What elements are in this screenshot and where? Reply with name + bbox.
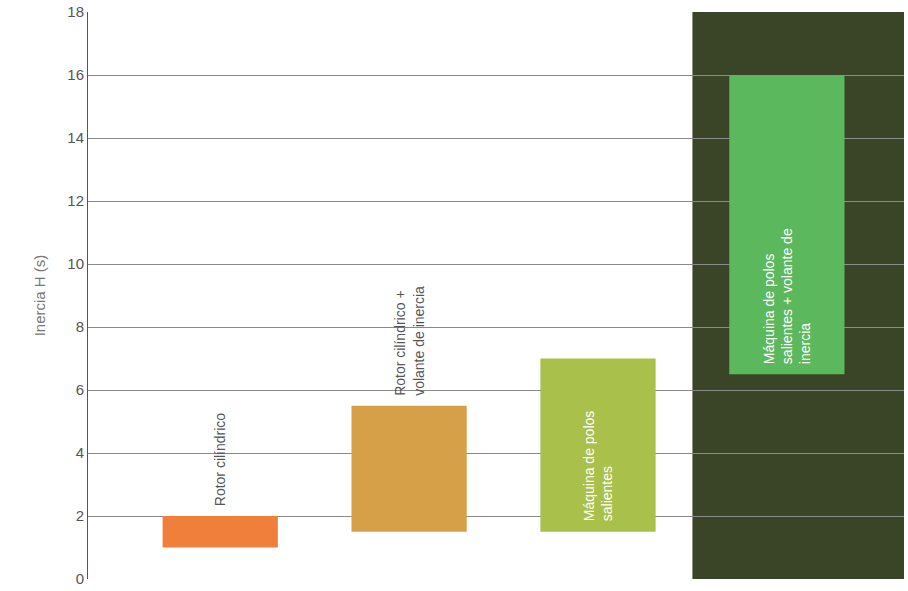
svg-text:4: 4 [76, 444, 84, 461]
svg-text:2: 2 [76, 507, 84, 524]
svg-text:Inercia H (s): Inercia H (s) [31, 255, 48, 337]
svg-text:Rotor cilíndrico: Rotor cilíndrico [212, 413, 228, 507]
svg-text:10: 10 [67, 255, 84, 272]
svg-text:0: 0 [76, 570, 84, 587]
svg-text:14: 14 [67, 129, 84, 146]
svg-text:Máquina de polossalientes: Máquina de polossalientes [581, 411, 615, 522]
svg-text:18: 18 [67, 3, 84, 20]
svg-text:12: 12 [67, 192, 84, 209]
svg-text:8: 8 [76, 318, 84, 335]
svg-text:Máquina de polossalientes + vo: Máquina de polossalientes + volante dein… [761, 228, 813, 364]
svg-text:Rotor cilíndrico +volante de i: Rotor cilíndrico +volante de inercia [392, 286, 426, 396]
svg-text:16: 16 [67, 66, 84, 83]
svg-text:6: 6 [76, 381, 84, 398]
